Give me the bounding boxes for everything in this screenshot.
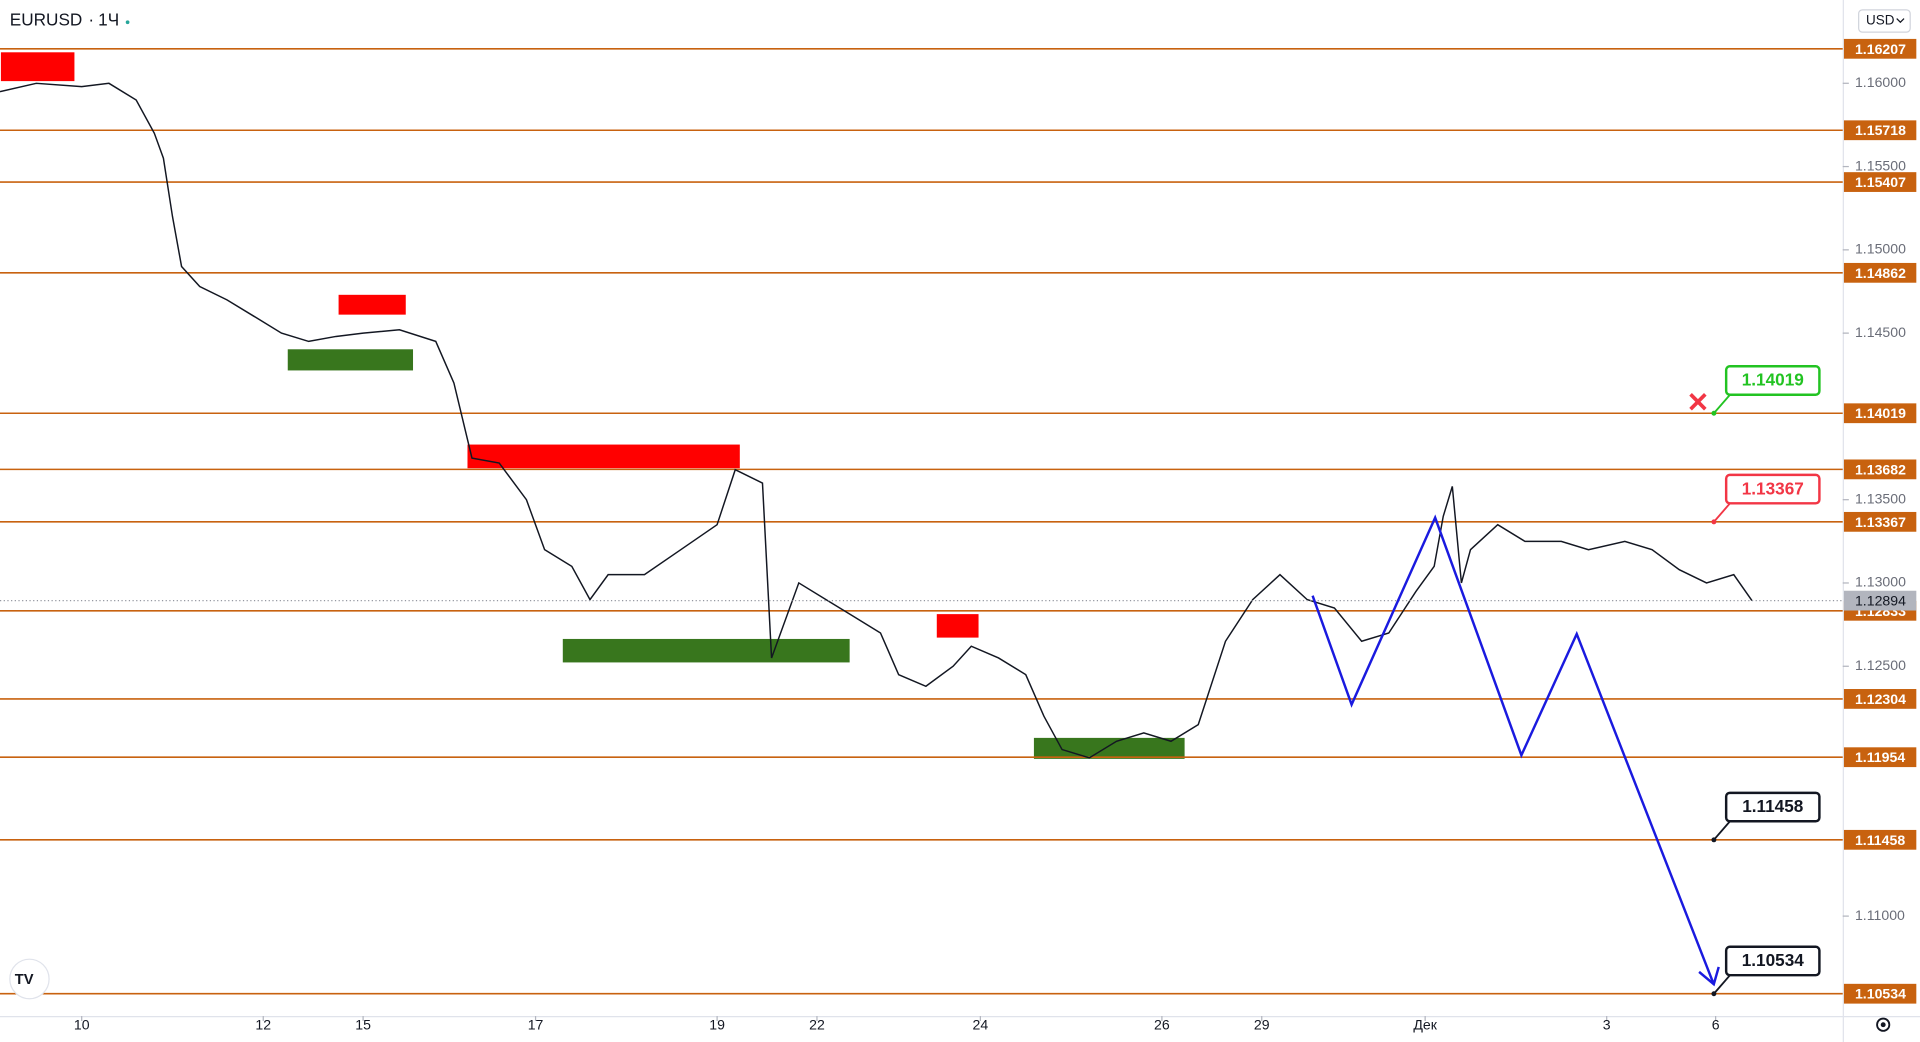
zone bbox=[0, 52, 75, 82]
zone bbox=[936, 614, 979, 638]
callout-pointer bbox=[1713, 819, 1732, 841]
y-tick-label: 1.13500 bbox=[1855, 491, 1906, 507]
level-label-bg bbox=[1843, 38, 1917, 59]
currency[interactable]: USD bbox=[1866, 13, 1895, 28]
level-label: 1.15407 bbox=[1855, 175, 1906, 191]
x-tick-label: 15 bbox=[355, 1018, 371, 1034]
callout-pointer bbox=[1713, 501, 1732, 523]
level-label-bg bbox=[1843, 403, 1917, 424]
callout-anchor bbox=[1711, 410, 1717, 416]
x-tick-label: 3 bbox=[1603, 1018, 1611, 1034]
zone bbox=[562, 638, 850, 663]
level-label: 1.13367 bbox=[1855, 515, 1906, 531]
y-tick-label: 1.14500 bbox=[1855, 325, 1906, 341]
callout-box bbox=[1724, 791, 1821, 823]
zone bbox=[287, 349, 414, 371]
price-line bbox=[0, 82, 1753, 759]
plot bbox=[0, 47, 1843, 995]
zone bbox=[467, 444, 740, 469]
currency-button[interactable] bbox=[1858, 9, 1911, 33]
level-label-bg bbox=[1843, 829, 1917, 850]
zone bbox=[338, 294, 406, 315]
level-label: 1.15718 bbox=[1855, 123, 1906, 139]
x-tick-label: 17 bbox=[528, 1018, 544, 1034]
callout-box bbox=[1724, 365, 1821, 396]
level-label-bg bbox=[1843, 262, 1917, 283]
level-label-bg bbox=[1843, 983, 1917, 1004]
x-tick-label: Дек bbox=[1413, 1018, 1437, 1034]
level-label: 1.12304 bbox=[1855, 692, 1906, 708]
callout-label: 1.10534 bbox=[1742, 950, 1804, 970]
x-tick-label: 26 bbox=[1154, 1018, 1170, 1034]
level-label: 1.14862 bbox=[1855, 266, 1906, 282]
x-tick-label: 10 bbox=[74, 1018, 90, 1034]
callout-label: 1.14019 bbox=[1742, 370, 1804, 390]
level-label-bg bbox=[1843, 459, 1917, 480]
zone bbox=[1033, 737, 1185, 759]
cross-marker bbox=[1689, 392, 1707, 411]
y-tick-label: 1.15500 bbox=[1855, 158, 1906, 174]
separator: · bbox=[88, 10, 94, 30]
level-label: 1.10534 bbox=[1855, 987, 1906, 1003]
callout-label: 1.11458 bbox=[1742, 796, 1804, 816]
callout-anchor bbox=[1711, 519, 1717, 525]
level-label-bg bbox=[1843, 747, 1917, 768]
callout-pointer bbox=[1713, 973, 1732, 995]
y-tick-label: 1.16000 bbox=[1855, 75, 1906, 91]
callout-anchor bbox=[1711, 837, 1717, 843]
level-label: 1.11954 bbox=[1855, 750, 1905, 766]
level-label-bg bbox=[1843, 172, 1917, 192]
callout-label: 1.13367 bbox=[1742, 478, 1804, 498]
interval: 1Ч bbox=[98, 10, 119, 30]
current-price-label: 1.12894 bbox=[1855, 594, 1906, 610]
x-tick-label: 19 bbox=[709, 1018, 725, 1034]
y-tick-label: 1.15000 bbox=[1855, 242, 1906, 258]
status-dot bbox=[125, 20, 130, 25]
callout-box bbox=[1724, 945, 1821, 977]
level-label: 1.11458 bbox=[1855, 833, 1905, 849]
settings-icon[interactable] bbox=[1876, 1017, 1891, 1032]
projection-arrowhead bbox=[1698, 966, 1720, 987]
level-label: 1.13682 bbox=[1855, 462, 1906, 478]
x-tick-label: 22 bbox=[809, 1018, 825, 1034]
y-tick-label: 1.13000 bbox=[1855, 575, 1906, 591]
callout-pointer bbox=[1713, 392, 1732, 414]
projection-path bbox=[1311, 514, 1715, 985]
y-tick-label: 1.12500 bbox=[1855, 658, 1906, 674]
symbol: EURUSD bbox=[10, 10, 83, 30]
x-tick-label: 6 bbox=[1712, 1018, 1720, 1034]
x-tick-label: 24 bbox=[973, 1018, 989, 1034]
current-price-bg bbox=[1843, 590, 1917, 611]
x-tick-label: 29 bbox=[1254, 1018, 1270, 1034]
level-label-bg bbox=[1843, 120, 1917, 141]
level-label-bg bbox=[1843, 511, 1917, 532]
y-tick-label: 1.11000 bbox=[1855, 908, 1905, 924]
level-label: 1.14019 bbox=[1855, 406, 1906, 422]
level-label: 1.16207 bbox=[1855, 42, 1906, 58]
callout-anchor bbox=[1711, 991, 1717, 997]
tv-logo: TV bbox=[9, 958, 50, 1000]
x-tick-label: 12 bbox=[255, 1018, 271, 1034]
level-label-bg bbox=[1843, 689, 1917, 709]
callout-box bbox=[1724, 473, 1821, 505]
dropdown-icon bbox=[1896, 18, 1905, 24]
svg-text:TV: TV bbox=[15, 972, 34, 988]
